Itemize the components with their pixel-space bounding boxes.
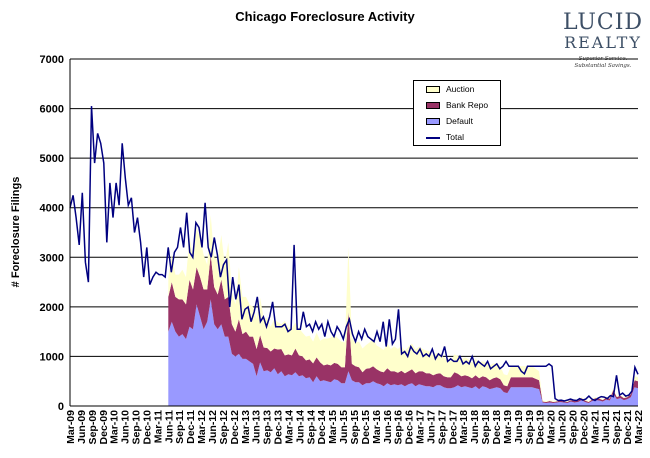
x-tick-label: Mar-09 <box>65 410 77 444</box>
legend-label-default: Default <box>446 116 473 126</box>
logo-tagline-2: Substantial Savings. <box>574 63 632 69</box>
area-auction <box>168 215 639 402</box>
area-default <box>168 299 639 406</box>
x-tick-label: Dec-12 <box>229 410 241 445</box>
x-tick-label: Sep-21 <box>611 410 623 445</box>
legend-swatch-default <box>426 118 440 125</box>
x-tick-label: Mar-20 <box>546 410 558 444</box>
y-tick-label: 2000 <box>40 302 64 314</box>
x-tick-label: Sep-16 <box>393 410 405 445</box>
x-tick-label: Mar-13 <box>240 410 252 444</box>
x-tick-label: Sep-19 <box>524 410 536 445</box>
x-tick-label: Mar-12 <box>196 410 208 444</box>
x-tick-label: Jun-10 <box>120 410 132 444</box>
x-tick-label: Sep-11 <box>174 410 186 444</box>
logo-tagline-1: Superior Service. <box>578 56 628 62</box>
legend-label-auction: Auction <box>446 84 475 94</box>
y-tick-label: 5000 <box>40 153 64 165</box>
legend-label-total: Total <box>446 132 464 142</box>
x-tick-label: Jun-13 <box>251 410 263 444</box>
x-tick-label: Dec-15 <box>360 410 372 445</box>
x-tick-label: Jun-19 <box>513 410 525 444</box>
x-tick-label: Jun-21 <box>600 410 612 444</box>
x-tick-label: Mar-16 <box>371 410 383 444</box>
x-tick-label: Dec-13 <box>273 410 285 445</box>
x-tick-label: Dec-18 <box>491 410 503 445</box>
x-tick-label: Mar-17 <box>415 410 427 444</box>
chart-legend: Auction Bank Repo Default Total <box>413 80 501 146</box>
y-tick-label: 3000 <box>40 252 64 264</box>
x-tick-label: Dec-10 <box>141 410 153 445</box>
x-tick-label: Mar-22 <box>633 410 645 444</box>
x-tick-label: Sep-18 <box>480 410 492 445</box>
legend-line-total <box>426 137 440 139</box>
x-tick-label: Mar-10 <box>109 410 121 444</box>
logo-tagline: Superior Service. Substantial Savings. <box>560 56 646 70</box>
logo-line1: LUCID <box>562 10 644 35</box>
x-tick-label: Sep-15 <box>349 410 361 445</box>
x-tick-label: Mar-21 <box>589 410 601 444</box>
x-tick-label: Sep-17 <box>436 410 448 445</box>
x-tick-label: Jun-15 <box>338 410 350 444</box>
x-tick-label: Mar-18 <box>458 410 470 444</box>
x-tick-label: Dec-21 <box>622 410 634 445</box>
legend-label-bank-repo: Bank Repo <box>446 100 489 110</box>
x-tick-label: Jun-16 <box>382 410 394 444</box>
y-tick-label: 1000 <box>40 351 64 363</box>
x-tick-label: Mar-11 <box>152 410 164 443</box>
x-tick-label: Mar-15 <box>327 410 339 444</box>
x-tick-label: Jun-11 <box>163 410 175 443</box>
x-tick-label: Dec-20 <box>578 410 590 445</box>
x-tick-label: Jun-18 <box>469 410 481 444</box>
line-total <box>69 106 639 402</box>
x-tick-label: Sep-12 <box>218 410 230 445</box>
y-tick-label: 7000 <box>40 54 64 66</box>
x-tick-label: Jun-12 <box>207 410 219 444</box>
x-tick-label: Mar-14 <box>283 410 295 444</box>
legend-swatch-auction <box>426 86 440 93</box>
x-tick-label: Jun-20 <box>557 410 569 444</box>
y-tick-label: 0 <box>58 401 64 413</box>
area-bank-repo <box>168 254 639 403</box>
x-tick-label: Jun-14 <box>294 410 306 444</box>
x-tick-label: Dec-19 <box>535 410 547 445</box>
x-tick-label: Dec-17 <box>447 410 459 445</box>
legend-swatch-bank-repo <box>426 102 440 109</box>
x-tick-label: Sep-20 <box>567 410 579 445</box>
y-axis-label: # Foreclosure Filings <box>10 176 22 288</box>
x-tick-label: Sep-10 <box>131 410 143 445</box>
x-tick-label: Jun-09 <box>76 410 88 444</box>
brand-logo: LUCID REALTY Superior Service. Substanti… <box>560 12 646 70</box>
x-tick-label: Sep-14 <box>305 410 317 445</box>
x-tick-label: Sep-13 <box>262 410 274 445</box>
y-tick-label: 4000 <box>40 203 64 215</box>
x-tick-label: Dec-09 <box>98 410 110 445</box>
logo-line2: REALTY <box>564 33 642 52</box>
x-tick-label: Jun-17 <box>425 410 437 444</box>
y-tick-label: 6000 <box>40 104 64 116</box>
x-tick-label: Mar-19 <box>502 410 514 444</box>
x-tick-label: Dec-16 <box>404 410 416 445</box>
chart-title: Chicago Foreclosure Activity <box>235 9 415 24</box>
x-tick-label: Dec-11 <box>185 410 197 444</box>
x-tick-label: Sep-09 <box>87 410 99 445</box>
x-tick-label: Dec-14 <box>316 410 328 445</box>
